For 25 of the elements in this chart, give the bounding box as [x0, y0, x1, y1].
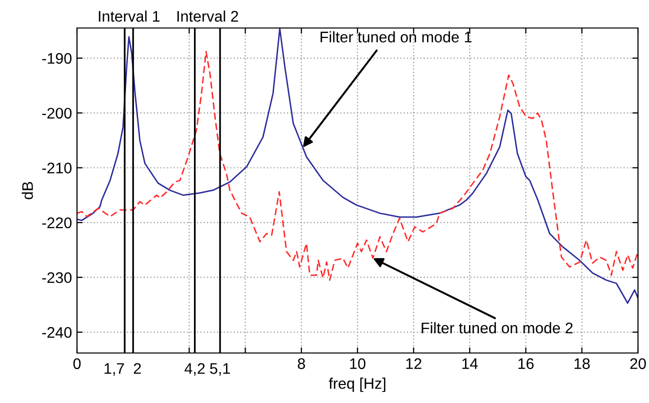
annotation: Filter tuned on mode 1 — [320, 31, 472, 42]
y-tick-label: -220 — [42, 217, 72, 228]
x-tick-label: 20 — [630, 358, 646, 370]
x-tick-label: 18 — [574, 358, 590, 370]
text: Interval 1 — [98, 10, 160, 22]
y-tick-label: -210 — [42, 162, 72, 174]
x-axis-title: freq [Hz] — [328, 378, 386, 392]
y-tick-label: -200 — [42, 108, 72, 119]
text: Interval 2 — [177, 10, 238, 22]
x-tick-label: 16 — [518, 358, 534, 370]
y-tick-label: -230 — [42, 272, 72, 284]
line-series — [77, 50, 638, 281]
x-tick-label: 12 — [406, 358, 422, 369]
ref-line-label: 1,7 — [104, 363, 124, 376]
ref-line-label: 4,2 — [184, 363, 205, 376]
ref-line-label: 2 — [134, 363, 141, 374]
x-tick-label: 14 — [462, 358, 478, 369]
y-axis-title: dB — [22, 182, 33, 200]
annotation: Filter tuned on mode 2 — [422, 322, 573, 334]
x-tick-label: 10 — [350, 358, 366, 370]
x-tick-label: 8 — [298, 358, 305, 370]
y-tick-label: -190 — [42, 53, 72, 64]
y-tick-label: -240 — [42, 327, 72, 338]
ref-line-label: 5,1 — [210, 363, 230, 376]
x-tick-label: 0 — [73, 358, 81, 370]
